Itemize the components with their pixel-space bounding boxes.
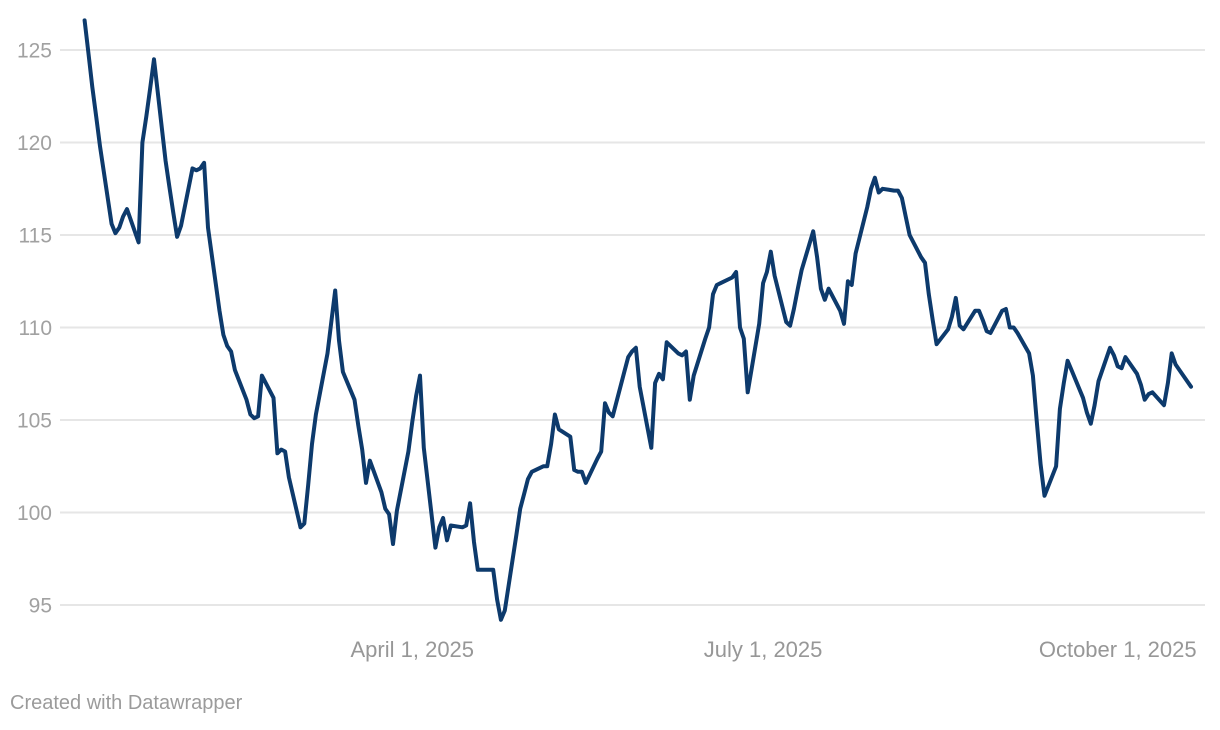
data-line	[82, 18, 1193, 622]
chart-canvas: 125 120 115 110 105 100 95 April 1, 2025 July 1,…	[17, 18, 1205, 662]
y-tick-label: 120	[17, 132, 52, 155]
y-tick-label: 115	[19, 225, 52, 248]
x-tick-label: April 1, 2025	[351, 637, 475, 662]
x-tick-label: October 1, 2025	[1039, 637, 1197, 662]
y-tick-label: 110	[19, 317, 52, 340]
y-tick-label: 95	[29, 595, 52, 618]
y-tick-label: 105	[17, 410, 52, 433]
y-tick-label: 125	[17, 40, 52, 63]
x-tick-label: July 1, 2025	[704, 637, 823, 662]
y-tick-label: 100	[17, 502, 52, 525]
datawrapper-credit-link[interactable]: Created with Datawrapper	[10, 692, 243, 714]
